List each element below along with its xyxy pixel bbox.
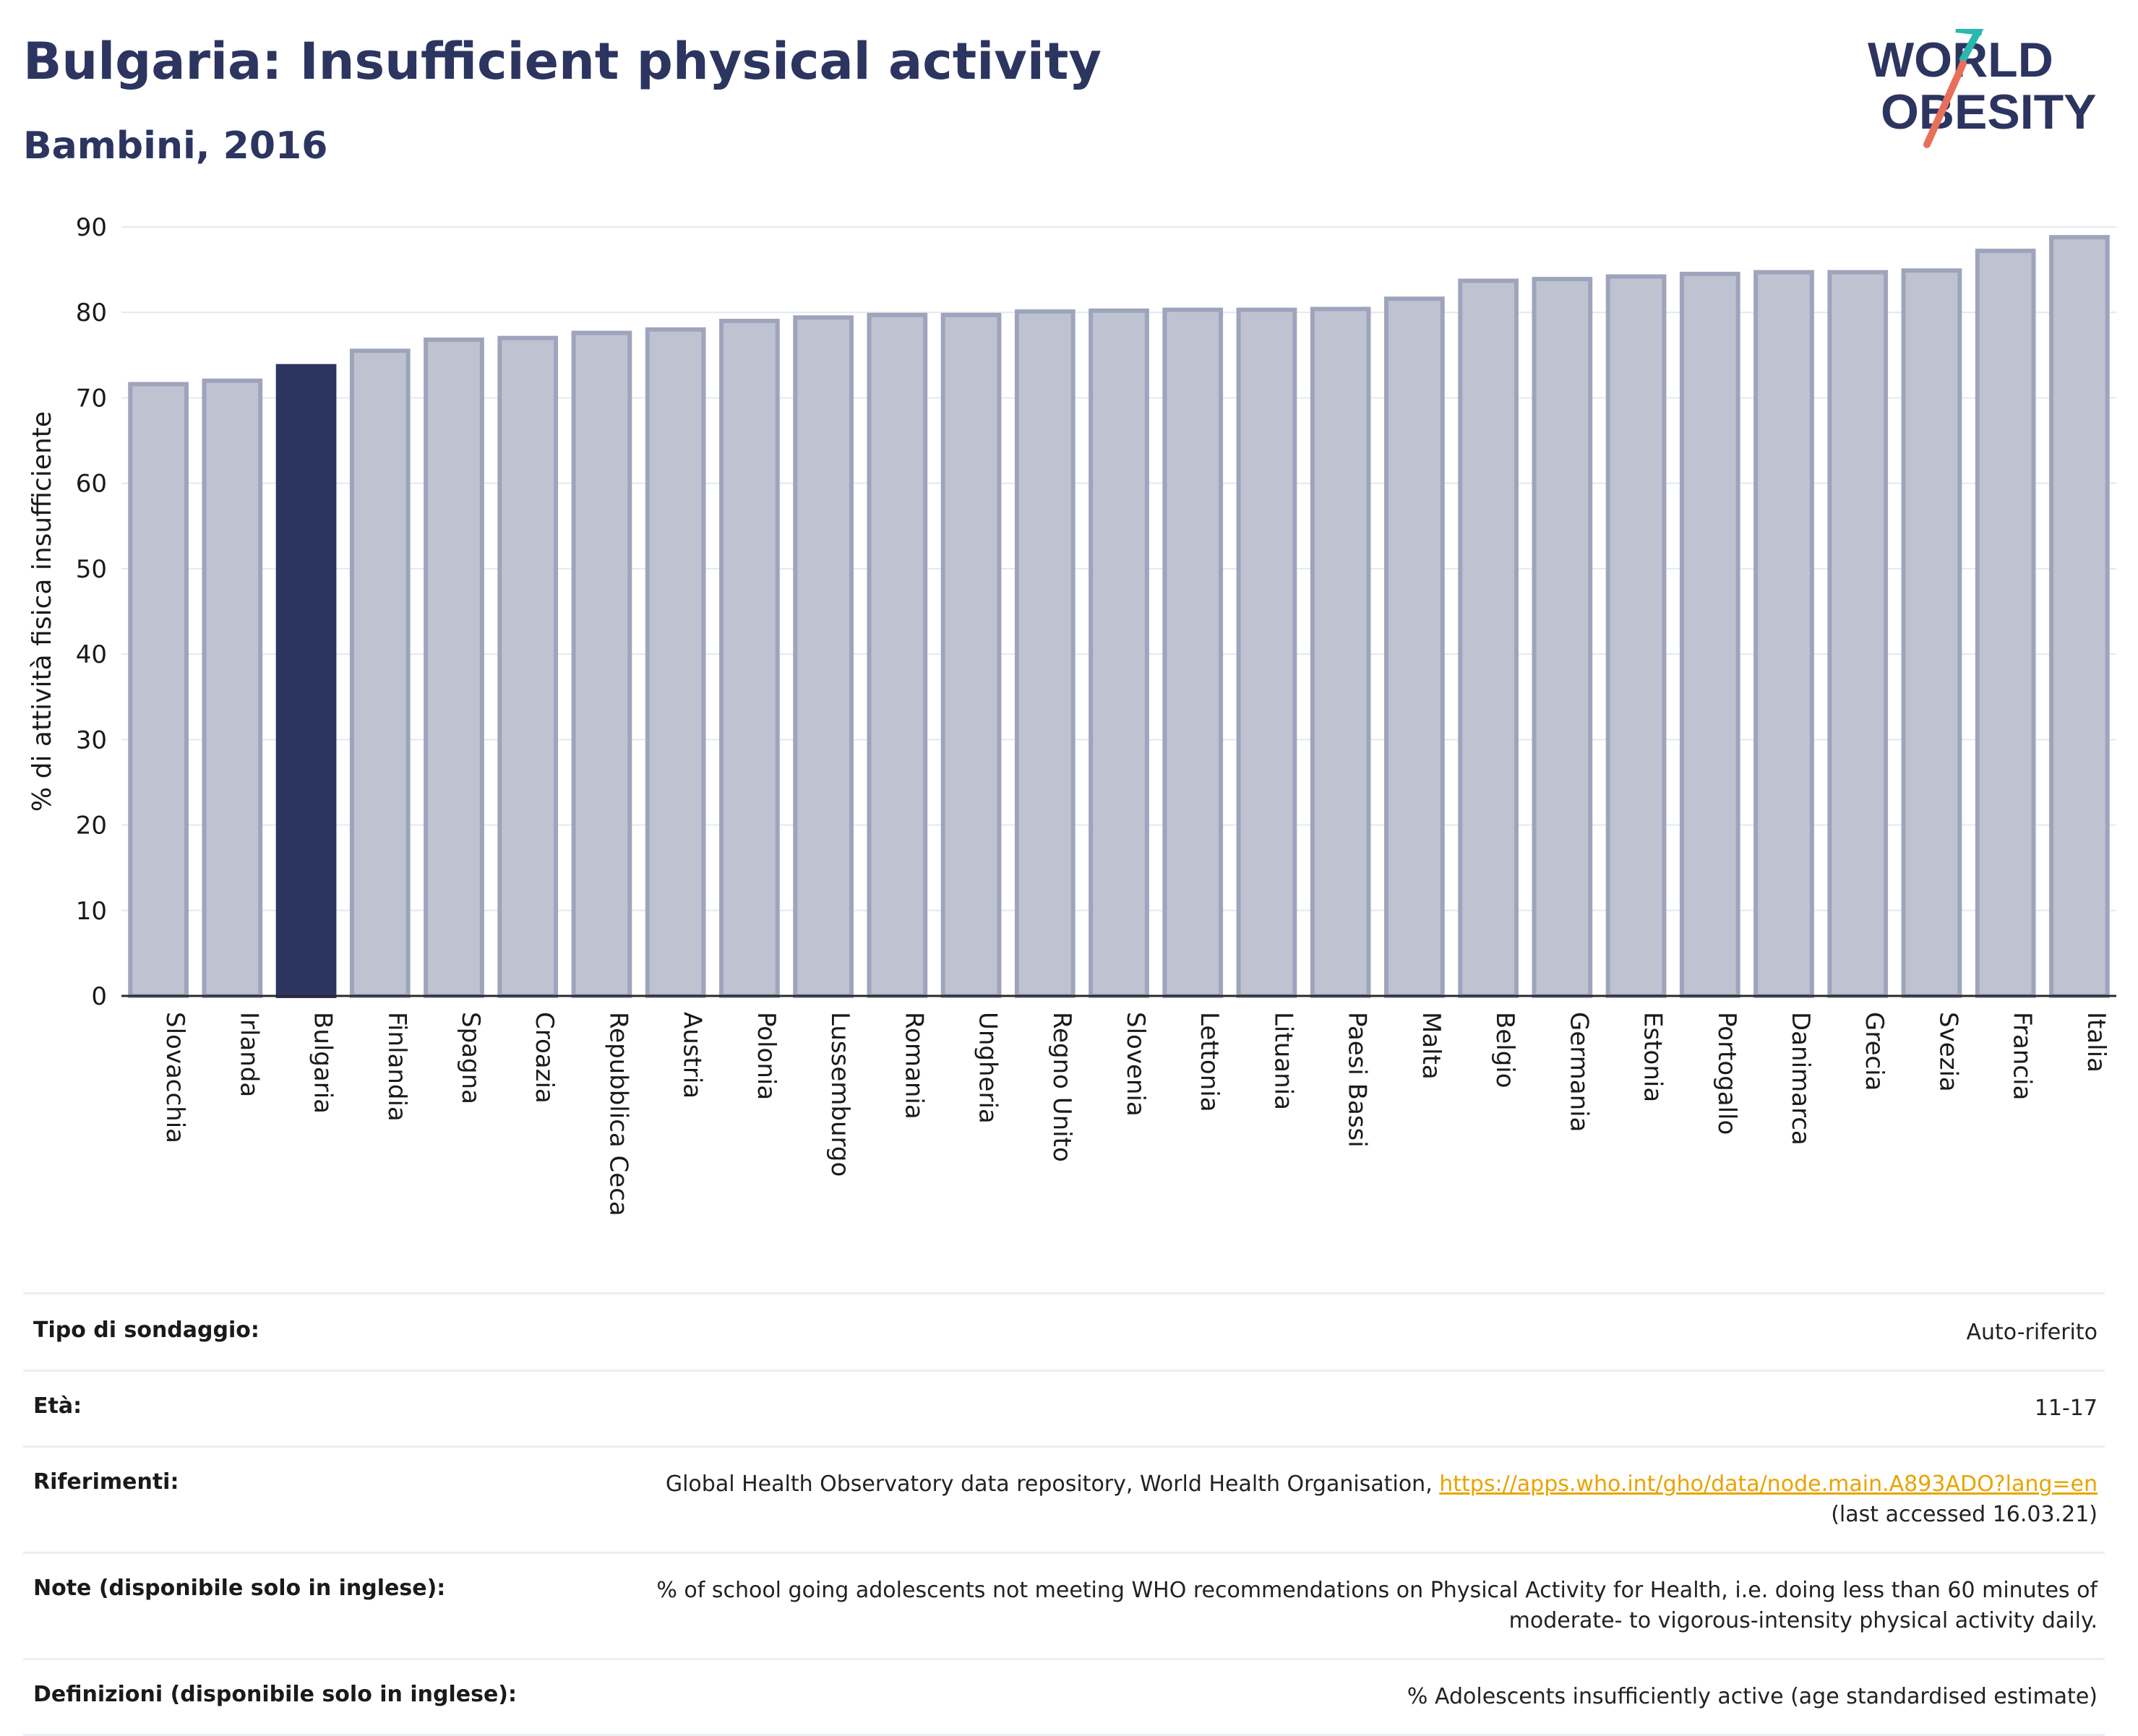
x-tick-label: Ungheria — [974, 1012, 1003, 1124]
info-value: % Adolescents insufficiently active (age… — [1407, 1684, 2098, 1709]
bar-lituania — [1236, 307, 1297, 999]
info-value: 11-17 — [2034, 1396, 2098, 1421]
info-row-age: Età: 11-17 — [23, 1370, 2105, 1445]
x-tick-label: Svezia — [1933, 1012, 1962, 1092]
bar-chart: 0 10 20 30 40 50 60 70 80 90 Slovacchia Irlanda Bul… — [27, 213, 2116, 1216]
x-tick-label: Grecia — [1860, 1012, 1889, 1091]
reference-text: Global Health Observatory data repositor… — [665, 1471, 1440, 1497]
bar-repubblica-ceca — [571, 330, 632, 998]
x-tick-label: Malta — [1417, 1012, 1446, 1080]
y-tick-label: 90 — [76, 213, 107, 242]
page-subtitle: Bambini, 2016 — [23, 124, 328, 168]
y-tick-label: 20 — [76, 812, 107, 841]
bar-finlandia — [349, 348, 411, 998]
y-tick-label: 80 — [76, 298, 107, 327]
bar-francia — [1975, 249, 2036, 999]
bar-lettonia — [1162, 307, 1224, 999]
info-value: % of school going adolescents not meetin… — [656, 1576, 2098, 1636]
bar-croazia — [497, 335, 559, 998]
x-tick-label: Austria — [678, 1012, 707, 1099]
bar-danimarca — [1753, 270, 1814, 998]
x-tick-label: Danimarca — [1786, 1012, 1815, 1146]
bar-portogallo — [1679, 272, 1740, 999]
notes-line-1: % of school going adolescents not meetin… — [656, 1578, 2098, 1603]
bar-svezia — [1901, 268, 1962, 998]
info-value: Global Health Observatory data repositor… — [666, 1469, 2098, 1530]
x-tick-label: Spagna — [456, 1012, 485, 1104]
y-tick-label: 0 — [91, 982, 107, 1011]
bar-estonia — [1605, 274, 1667, 998]
bar-italia — [2049, 235, 2110, 999]
y-tick-label: 50 — [76, 555, 107, 584]
logo-slash-teal-top — [1959, 29, 1984, 63]
bar-germania — [1532, 277, 1593, 999]
bar-spagna — [424, 338, 484, 998]
bar-belgio — [1458, 278, 1519, 999]
y-tick-label: 60 — [76, 470, 107, 499]
x-tick-label: Italia — [2082, 1012, 2111, 1073]
bar-romania — [867, 312, 928, 999]
x-tick-label: Lussemburgo — [825, 1012, 854, 1177]
info-row-survey-type: Tipo di sondaggio: Auto-riferito — [23, 1292, 2105, 1370]
y-tick-label: 10 — [76, 897, 107, 926]
bar-irlanda — [202, 378, 263, 998]
x-tick-label: Finlandia — [382, 1012, 411, 1122]
x-tick-label: Slovacchia — [160, 1012, 189, 1143]
x-tick-label: Paesi Bassi — [1343, 1012, 1372, 1148]
info-row-definitions: Definizioni (disponibile solo in inglese… — [23, 1658, 2105, 1736]
bar-lussemburgo — [793, 315, 854, 998]
info-row-notes: Note (disponibile solo in inglese): % of… — [23, 1552, 2105, 1658]
bar-ungheria — [940, 312, 1002, 999]
bar-regno-unito — [1014, 309, 1076, 999]
notes-line-2: moderate- to vigorous-intensity physical… — [1508, 1608, 2098, 1633]
page-title: Bulgaria: Insufficient physical activity — [23, 32, 1102, 91]
x-tick-label: Portogallo — [1712, 1012, 1741, 1135]
x-tick-label: Repubblica Ceca — [604, 1012, 632, 1216]
info-label: Definizioni (disponibile solo in inglese… — [33, 1682, 517, 1707]
bar-paesi-bassi — [1310, 306, 1371, 998]
y-tick-label: 70 — [76, 384, 107, 413]
world-obesity-logo: WORLD OBESITY — [1868, 29, 2097, 148]
info-label: Note (disponibile solo in inglese): — [33, 1576, 446, 1601]
y-tick-label: 30 — [76, 726, 107, 755]
x-tick-label: Polonia — [752, 1012, 781, 1100]
bar-polonia — [719, 319, 780, 999]
info-value: Auto-riferito — [1966, 1320, 2098, 1345]
y-axis-label: % di attività fisica insufficiente — [27, 411, 57, 812]
bar-grecia — [1827, 270, 1889, 998]
x-tick-label: Lettonia — [1195, 1012, 1224, 1112]
x-tick-label: Irlanda — [234, 1012, 263, 1097]
reference-link[interactable]: https://apps.who.int/gho/data/node.main.… — [1439, 1471, 2098, 1497]
info-label: Tipo di sondaggio: — [33, 1318, 259, 1343]
y-axis-ticks: 0 10 20 30 40 50 60 70 80 90 — [76, 213, 107, 1011]
x-tick-label: Germania — [1564, 1012, 1593, 1132]
bar-slovacchia — [128, 382, 189, 999]
x-tick-label: Belgio — [1490, 1012, 1519, 1088]
bar-austria — [645, 327, 706, 999]
info-row-references: Riferimenti: Global Health Observatory d… — [23, 1445, 2105, 1552]
x-tick-label: Romania — [899, 1012, 928, 1120]
x-tick-label: Francia — [2008, 1012, 2037, 1100]
bar-malta — [1384, 296, 1445, 999]
logo-slash-coral — [1923, 60, 1967, 148]
logo-text-obesity: OBESITY — [1881, 85, 2097, 139]
x-tick-label: Lituania — [1268, 1012, 1297, 1110]
y-tick-label: 40 — [76, 640, 107, 669]
bar-slovenia — [1089, 308, 1149, 998]
x-tick-label: Bulgaria — [309, 1012, 338, 1114]
x-tick-label: Regno Unito — [1047, 1012, 1076, 1162]
x-tick-label: Estonia — [1639, 1012, 1667, 1102]
x-axis-ticks: Slovacchia Irlanda Bulgaria Finlandia Spagna… — [160, 1012, 2111, 1216]
x-tick-label: Slovenia — [1121, 1012, 1150, 1117]
info-label: Età: — [33, 1393, 82, 1419]
bar-bulgaria — [275, 364, 337, 999]
info-table: Tipo di sondaggio: Auto-riferito Età: 11… — [23, 1292, 2105, 1736]
info-label: Riferimenti: — [33, 1469, 179, 1495]
x-tick-label: Croazia — [530, 1012, 559, 1104]
reference-accessed: (last accessed 16.03.21) — [1831, 1502, 2098, 1527]
bars — [128, 235, 2110, 999]
